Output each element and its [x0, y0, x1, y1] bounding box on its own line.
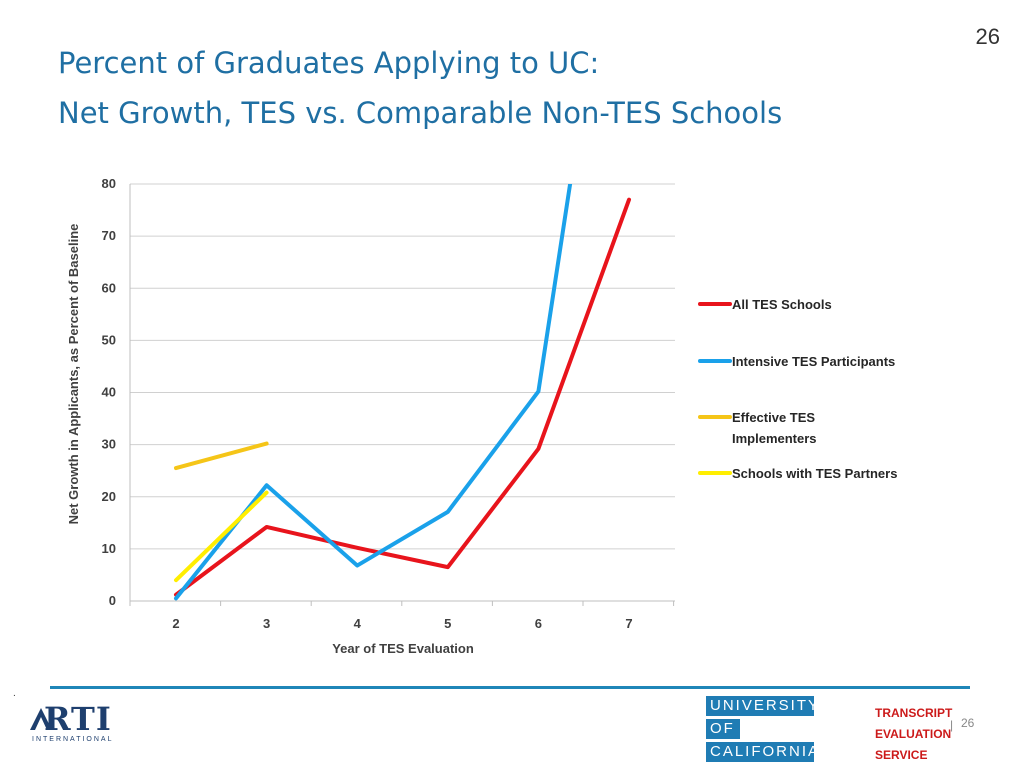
y-tick-label: 60	[102, 280, 116, 295]
uc-logo-line-2: OF	[706, 719, 740, 739]
x-tick-label: 3	[263, 616, 270, 631]
axis-layer: 0 10 20 30 40 50 60 70 80 2 3 4 5 6 7	[102, 176, 675, 631]
y-tick-label: 10	[102, 541, 116, 556]
series-line-intensive-tes-participants	[174, 184, 573, 601]
tes-logo: TRANSCRIPT EVALUATION SERVICE	[875, 703, 952, 766]
x-tick-label: 2	[172, 616, 179, 631]
legend-label: Schools with TES Partners	[732, 466, 897, 481]
x-axis-title: Year of TES Evaluation	[332, 641, 474, 656]
series-line-schools-with-tes-partners	[174, 490, 269, 583]
uc-logo-line-1: UNIVERSITY	[706, 696, 818, 716]
legend-label: Intensive TES Participants	[732, 354, 895, 369]
legend-label: All TES Schools	[732, 297, 832, 312]
legend-label: Effective TES	[732, 410, 815, 425]
tes-logo-line-1: TRANSCRIPT	[875, 706, 953, 720]
tes-logo-line-2: EVALUATION	[875, 727, 952, 741]
legend: All TES Schools Intensive TES Participant…	[698, 297, 897, 481]
y-tick-label: 70	[102, 228, 116, 243]
y-tick-label: 20	[102, 489, 116, 504]
y-tick-label: 30	[102, 437, 116, 452]
rti-logo-subtext: INTERNATIONAL	[32, 736, 114, 743]
series-line-effective-tes-implementers	[174, 441, 269, 471]
uc-logo: UNIVERSITY OF CALIFORNIA	[706, 696, 818, 765]
footer-divider: |	[950, 718, 954, 732]
y-tick-label: 80	[102, 176, 116, 191]
x-tick-label: 7	[625, 616, 632, 631]
series-layer	[174, 184, 631, 601]
rti-logo-text: RTI	[44, 700, 112, 738]
footer-rule	[50, 686, 970, 689]
slide-title: Percent of Graduates Applying to UC: Net…	[58, 38, 782, 138]
legend-label-cont: Implementers	[732, 431, 817, 446]
y-tick-label: 40	[102, 385, 116, 400]
footer-page-number: 26	[961, 716, 975, 730]
y-tick-label: 0	[109, 593, 116, 608]
x-tick-label: 4	[354, 616, 362, 631]
rti-emblem-icon	[30, 708, 52, 730]
footer-dot: .	[13, 688, 16, 699]
title-line-1: Percent of Graduates Applying to UC:	[58, 46, 600, 80]
y-tick-label: 50	[102, 332, 116, 347]
x-tick-label: 6	[535, 616, 542, 631]
grid-layer	[130, 183, 675, 550]
tes-logo-line-3: SERVICE	[875, 748, 928, 762]
y-axis-title: Net Growth in Applicants, as Percent of …	[66, 224, 81, 525]
series-line-all-tes-schools	[174, 197, 631, 597]
title-line-2: Net Growth, TES vs. Comparable Non-TES S…	[58, 96, 783, 130]
slide-number: 26	[975, 24, 1000, 49]
uc-logo-line-3: CALIFORNIA	[706, 742, 818, 762]
x-tick-label: 5	[444, 616, 451, 631]
line-chart: 0 10 20 30 40 50 60 70 80 2 3 4 5 6 7 All TES Schools I…	[66, 176, 897, 656]
